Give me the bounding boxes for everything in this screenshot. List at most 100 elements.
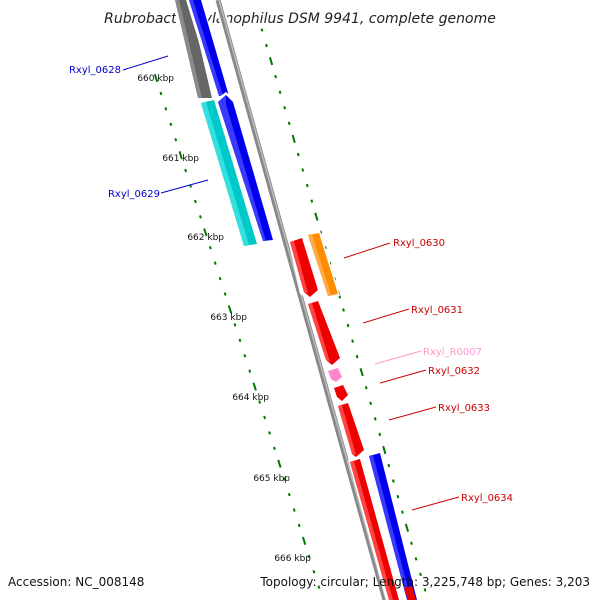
tick-label: 665 kbp bbox=[253, 474, 290, 484]
minor-tick bbox=[373, 417, 377, 421]
tick-label: 662 kbp bbox=[187, 233, 224, 243]
minor-tick bbox=[233, 323, 237, 327]
gene-feature-blue[interactable] bbox=[215, 92, 276, 244]
minor-tick bbox=[282, 477, 286, 481]
gene-feature-rxyl-0633[interactable] bbox=[336, 400, 366, 460]
gene-feature-gray[interactable] bbox=[172, 0, 214, 100]
gene-label-rxyl-0630[interactable]: Rxyl_0630 bbox=[393, 238, 445, 249]
minor-tick bbox=[342, 308, 345, 312]
minor-tick bbox=[268, 431, 271, 435]
minor-tick bbox=[258, 400, 262, 404]
minor-tick bbox=[263, 415, 267, 420]
gene-label-rxyl-r0007[interactable]: Rxyl_R0007 bbox=[423, 347, 482, 358]
major-tick bbox=[277, 459, 282, 468]
tick-label: 661 kbp bbox=[162, 154, 199, 164]
minor-tick bbox=[287, 492, 291, 497]
minor-tick bbox=[273, 446, 276, 451]
gene-feature-rxyl-0631[interactable] bbox=[306, 298, 342, 368]
tick-ruler-major bbox=[153, 57, 410, 546]
gene-feature-rxyl-0634[interactable] bbox=[348, 456, 402, 600]
major-tick bbox=[359, 368, 364, 377]
minor-tick bbox=[391, 479, 395, 483]
minor-tick bbox=[414, 557, 418, 561]
minor-tick bbox=[423, 588, 427, 592]
major-tick bbox=[291, 134, 296, 143]
minor-tick bbox=[387, 463, 391, 468]
gene-feature-rxyl-0628[interactable] bbox=[186, 0, 232, 98]
minor-tick bbox=[184, 168, 188, 173]
genome-title: Rubrobacter xylanophilus DSM 9941, compl… bbox=[104, 11, 496, 27]
minor-tick bbox=[218, 276, 222, 281]
minor-tick bbox=[292, 508, 296, 512]
gene-label-rxyl-0633[interactable]: Rxyl_0633 bbox=[438, 403, 490, 414]
minor-tick bbox=[174, 137, 178, 142]
gene-label-rxyl-0629[interactable]: Rxyl_0629 bbox=[108, 189, 160, 200]
accession-text: Accession: NC_008148 bbox=[8, 575, 144, 589]
minor-tick bbox=[213, 261, 217, 265]
gene-feature-blue-bottom[interactable] bbox=[366, 450, 420, 600]
major-tick bbox=[404, 523, 410, 532]
gene-label-rxyl-0634[interactable]: Rxyl_0634 bbox=[461, 493, 513, 504]
gene-feature-rxyl-r0007[interactable] bbox=[326, 366, 344, 384]
minor-tick bbox=[283, 106, 287, 110]
gene-feature-red-1[interactable] bbox=[288, 235, 320, 300]
minor-tick bbox=[223, 292, 227, 296]
minor-tick bbox=[164, 107, 168, 111]
minor-tick bbox=[297, 523, 301, 528]
minor-tick bbox=[317, 585, 321, 589]
minor-tick bbox=[265, 43, 268, 48]
gene-label-rxyl-0632[interactable]: Rxyl_0632 bbox=[428, 366, 480, 377]
minor-tick bbox=[307, 554, 311, 559]
minor-tick bbox=[301, 168, 305, 172]
minor-tick bbox=[199, 215, 202, 219]
tick-label: 660 kbp bbox=[137, 74, 174, 84]
major-tick bbox=[382, 445, 387, 455]
minor-tick bbox=[401, 510, 404, 514]
minor-tick bbox=[278, 90, 282, 94]
minor-tick bbox=[378, 432, 382, 437]
major-tick bbox=[227, 305, 233, 314]
minor-tick bbox=[208, 245, 212, 250]
gene-features bbox=[172, 0, 420, 600]
minor-tick bbox=[346, 323, 350, 328]
minor-tick bbox=[410, 541, 413, 545]
minor-tick bbox=[319, 230, 323, 234]
tick-label: 666 kbp bbox=[274, 554, 311, 564]
major-tick bbox=[153, 73, 159, 83]
minor-tick bbox=[238, 338, 242, 343]
gene-feature-rxyl-0629[interactable] bbox=[198, 98, 257, 248]
major-tick bbox=[203, 228, 208, 237]
gene-feature-rxyl-0632[interactable] bbox=[332, 382, 350, 404]
minor-tick bbox=[396, 494, 400, 499]
major-tick bbox=[268, 57, 274, 66]
minor-tick bbox=[312, 570, 316, 574]
gene-feature-rxyl-0630[interactable] bbox=[306, 230, 340, 299]
major-tick bbox=[301, 536, 307, 546]
minor-tick bbox=[310, 199, 314, 203]
tick-label: 664 kbp bbox=[232, 393, 269, 403]
minor-tick bbox=[159, 91, 163, 96]
minor-tick bbox=[260, 28, 264, 32]
gene-label-rxyl-0631[interactable]: Rxyl_0631 bbox=[411, 305, 463, 316]
minor-tick bbox=[169, 122, 173, 127]
genome-backbone bbox=[213, 0, 390, 600]
major-tick bbox=[314, 212, 319, 221]
major-tick bbox=[178, 151, 183, 160]
genome-summary-text: Topology: circular; Length: 3,225,748 bp… bbox=[259, 575, 590, 589]
minor-tick bbox=[296, 152, 300, 157]
minor-tick bbox=[364, 386, 368, 390]
tick-label: 663 kbp bbox=[210, 313, 247, 323]
gene-labels: Rxyl_0628 Rxyl_0629 Rxyl_0630 Rxyl_0631 … bbox=[69, 55, 513, 511]
minor-tick bbox=[248, 369, 252, 373]
major-tick bbox=[252, 382, 257, 391]
minor-tick bbox=[351, 339, 354, 343]
minor-tick bbox=[274, 74, 277, 79]
minor-tick bbox=[243, 354, 247, 358]
gene-feature-red-bottom[interactable] bbox=[404, 586, 416, 600]
gene-label-rxyl-0628[interactable]: Rxyl_0628 bbox=[69, 65, 121, 76]
minor-tick bbox=[194, 199, 197, 204]
minor-tick bbox=[369, 401, 373, 405]
minor-tick bbox=[355, 354, 359, 359]
